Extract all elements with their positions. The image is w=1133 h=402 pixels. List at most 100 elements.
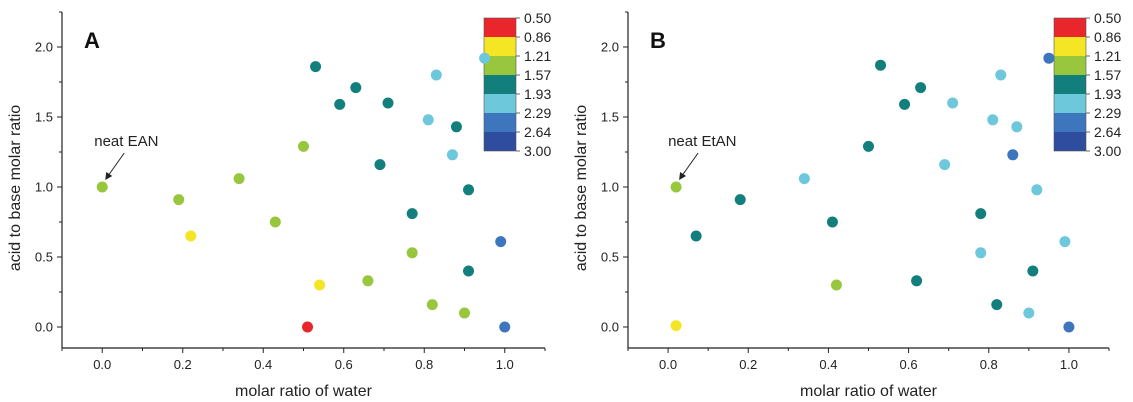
- colorbar-segment: [484, 113, 516, 132]
- data-point: [911, 275, 923, 287]
- x-axis-label: molar ratio of water: [235, 383, 373, 400]
- data-point: [430, 69, 442, 81]
- colorbar-frame: [1053, 17, 1087, 152]
- colorbar-label: 1.57: [524, 67, 551, 83]
- colorbar-label: 1.93: [1094, 86, 1121, 102]
- y-tick-label: 0.5: [35, 250, 53, 265]
- colorbar-label: 2.29: [524, 105, 551, 121]
- colorbar-segment: [1054, 94, 1086, 113]
- colorbar-label: 0.86: [1094, 29, 1121, 45]
- x-tick-label: 0.8: [415, 357, 433, 372]
- data-point: [947, 97, 959, 109]
- colorbar-segment: [484, 94, 516, 113]
- colorbar-segment: [484, 132, 516, 151]
- data-point: [830, 279, 842, 291]
- data-point: [362, 275, 374, 287]
- data-point: [446, 149, 458, 161]
- data-point: [915, 82, 927, 94]
- y-tick-label: 1.5: [601, 110, 619, 125]
- data-point: [426, 299, 438, 311]
- data-point: [479, 52, 491, 64]
- colorbar-segment: [484, 37, 516, 56]
- data-point: [233, 173, 245, 185]
- data-point: [939, 159, 951, 171]
- data-point: [863, 140, 874, 152]
- data-point: [987, 114, 999, 126]
- data-point: [1027, 265, 1039, 277]
- y-tick-label: 2.0: [35, 40, 53, 55]
- x-tick-label: 0.0: [93, 357, 111, 372]
- colorbar-label: 2.64: [1094, 124, 1121, 140]
- x-tick-label: 0.4: [819, 357, 837, 372]
- x-tick-label: 0.2: [174, 357, 192, 372]
- data-point: [459, 307, 470, 319]
- y-tick-label: 0.0: [601, 320, 619, 335]
- data-point: [314, 279, 326, 291]
- y-tick-label: 1.0: [35, 180, 53, 195]
- data-point: [406, 247, 418, 259]
- x-axis-label: molar ratio of water: [800, 383, 938, 400]
- colorbar-label: 3.00: [1094, 143, 1121, 159]
- annotation-arrowhead: [105, 172, 113, 180]
- y-tick-label: 0.5: [601, 250, 619, 265]
- annotation-arrow: [680, 152, 699, 178]
- data-point: [899, 98, 911, 110]
- colorbar-segment: [484, 56, 516, 75]
- colorbar-label: 0.50: [1094, 10, 1121, 26]
- colorbar-label: 1.21: [524, 48, 551, 64]
- colorbar-segment: [1054, 75, 1086, 94]
- colorbar-segment: [1054, 56, 1086, 75]
- data-point: [269, 216, 281, 228]
- annotation-arrowhead: [679, 172, 687, 180]
- x-tick-label: 1.0: [496, 357, 514, 372]
- data-point: [374, 159, 386, 171]
- colorbar-segment: [484, 18, 516, 37]
- colorbar-label: 0.50: [524, 10, 551, 26]
- colorbar-label: 0.86: [524, 29, 551, 45]
- colorbar-label: 3.00: [524, 143, 551, 159]
- panel-b: 0.0 0.2 0.4 0.6 0.8 1.0 0.0 0.5 1.0 1.5 2.0 molar r…: [573, 10, 1121, 400]
- data-point: [875, 59, 887, 71]
- colorbar-label: 2.64: [524, 124, 551, 140]
- x-tick-label: 0.2: [739, 357, 757, 372]
- data-point: [1059, 236, 1071, 248]
- data-point: [310, 61, 322, 73]
- y-axis-label: acid to base molar ratio: [7, 105, 24, 271]
- y-tick-label: 1.0: [601, 180, 619, 195]
- data-point: [350, 82, 362, 94]
- data-point: [463, 184, 475, 196]
- data-point: [463, 265, 475, 277]
- colorbar-label: 1.93: [524, 86, 551, 102]
- x-tick-label: 0.6: [900, 357, 918, 372]
- colorbar-label: 2.29: [1094, 105, 1121, 121]
- data-point: [670, 181, 682, 193]
- x-tick-label: 0.6: [335, 357, 353, 372]
- data-point: [1031, 184, 1043, 196]
- data-point: [991, 299, 1003, 311]
- data-point: [298, 140, 309, 152]
- data-point: [96, 181, 108, 193]
- data-point: [1063, 321, 1075, 333]
- colorbar-segment: [1054, 132, 1086, 151]
- colorbar-frame: [483, 17, 517, 152]
- data-point: [1007, 149, 1019, 161]
- data-point: [422, 114, 434, 126]
- data-point: [670, 320, 682, 332]
- annotation-label: neat EtAN: [668, 133, 736, 150]
- data-point: [302, 321, 314, 333]
- data-point: [185, 230, 197, 242]
- colorbar-segment: [484, 75, 516, 94]
- y-axis-label: acid to base molar ratio: [573, 105, 590, 271]
- annotation-arrow: [106, 152, 125, 178]
- data-point: [173, 194, 185, 206]
- data-point: [450, 121, 462, 133]
- colorbar-label: 1.57: [1094, 67, 1121, 83]
- data-point: [406, 208, 418, 220]
- x-tick-label: 0.8: [980, 357, 998, 372]
- data-point: [1023, 307, 1035, 319]
- data-point: [995, 69, 1007, 81]
- panel-a: 0.0 0.2 0.4 0.6 0.8 1.0 0.0 0.5 1.0 1.5 2.0 molar r…: [7, 10, 551, 400]
- colorbar-segment: [1054, 37, 1086, 56]
